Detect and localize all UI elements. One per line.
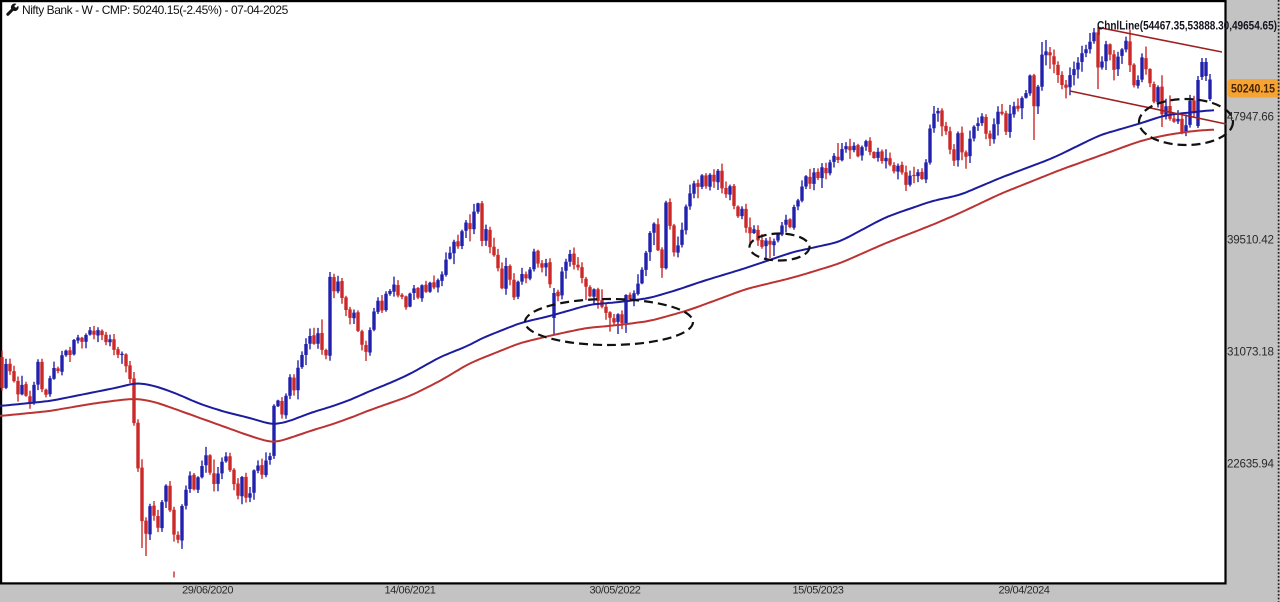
svg-text:15/05/2023: 15/05/2023	[792, 585, 843, 597]
svg-text:39510.42: 39510.42	[1227, 234, 1274, 247]
svg-text:29/06/2020: 29/06/2020	[182, 585, 233, 597]
svg-text:30/05/2022: 30/05/2022	[589, 585, 640, 597]
svg-text:29/04/2024: 29/04/2024	[998, 585, 1049, 597]
svg-text:47947.66: 47947.66	[1227, 111, 1274, 124]
svg-text:22635.94: 22635.94	[1227, 458, 1275, 471]
svg-text:14/06/2021: 14/06/2021	[384, 585, 435, 597]
svg-text:50240.15: 50240.15	[1231, 83, 1275, 96]
svg-text:ChnlLine(54467.35,53888.30,496: ChnlLine(54467.35,53888.30,49654.65)	[1097, 19, 1277, 33]
svg-text:Nifty Bank - W - CMP: 50240.15: Nifty Bank - W - CMP: 50240.15(-2.45%) -…	[22, 3, 289, 17]
svg-text:31073.18: 31073.18	[1227, 346, 1274, 359]
